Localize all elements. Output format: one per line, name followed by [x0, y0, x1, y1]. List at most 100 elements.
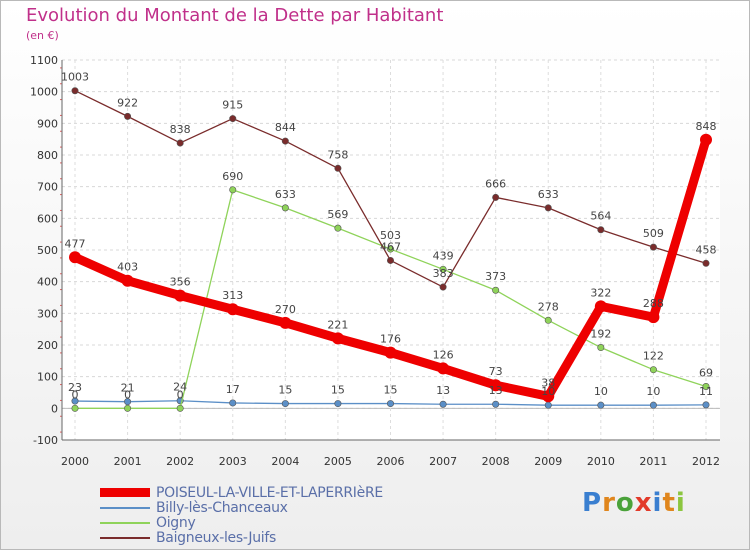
data-label: 23 — [68, 381, 82, 394]
y-tick-label: 700 — [37, 181, 58, 194]
data-point — [174, 289, 187, 302]
data-label: 838 — [170, 123, 191, 136]
data-label: 633 — [275, 188, 296, 201]
data-label: 126 — [433, 348, 454, 361]
data-label: 509 — [643, 227, 664, 240]
data-point — [439, 400, 447, 408]
data-point — [594, 300, 607, 313]
data-label: 915 — [222, 99, 243, 112]
data-point — [229, 186, 237, 194]
data-point — [700, 133, 712, 146]
y-tick-label: 500 — [37, 244, 58, 257]
data-point — [71, 404, 79, 412]
data-label: 383 — [433, 267, 454, 280]
data-label: 0 — [72, 388, 79, 401]
data-point — [124, 404, 132, 412]
logo-letter: i — [652, 488, 663, 518]
data-label: 690 — [222, 170, 243, 183]
data-point — [121, 274, 134, 287]
data-point — [71, 397, 79, 405]
data-point — [331, 332, 344, 345]
x-tick-label: 2003 — [219, 455, 247, 468]
y-tick-label: -100 — [33, 434, 58, 447]
data-label: 477 — [65, 237, 86, 250]
data-label: 313 — [222, 289, 243, 302]
legend-item: POISEUL-LA-VILLE-ET-LAPERRIèRE — [100, 485, 383, 501]
y-tick-label: 900 — [37, 117, 58, 130]
chart-unit-label: (en €) — [26, 29, 59, 42]
data-point — [281, 204, 289, 212]
data-label: 221 — [327, 318, 348, 331]
data-point — [334, 224, 342, 232]
data-point — [279, 316, 292, 329]
logo-letter: t — [662, 488, 676, 518]
data-label: 322 — [590, 286, 611, 299]
data-point — [176, 139, 184, 147]
data-label: 17 — [226, 383, 240, 396]
chart-legend: POISEUL-LA-VILLE-ET-LAPERRIèRE Billy-lès-… — [100, 485, 383, 546]
data-point — [71, 87, 79, 95]
data-label: 10 — [594, 385, 608, 398]
legend-swatch — [100, 488, 150, 497]
y-tick-label: 100 — [37, 371, 58, 384]
data-point — [176, 404, 184, 412]
data-point — [544, 316, 552, 324]
data-point — [439, 265, 447, 273]
data-label: 69 — [699, 366, 713, 379]
data-label: 288 — [643, 297, 664, 310]
x-tick-label: 2010 — [587, 455, 615, 468]
data-point — [334, 400, 342, 408]
legend-swatch — [100, 536, 150, 539]
data-label: 0 — [124, 388, 131, 401]
data-point — [544, 401, 552, 409]
legend-label: Baigneux-les-Juifs — [156, 529, 276, 546]
data-point — [597, 401, 605, 409]
chart-title: Evolution du Montant de la Dette par Hab… — [26, 5, 444, 26]
data-point — [226, 303, 239, 316]
data-point — [647, 311, 660, 324]
legend-swatch — [100, 521, 150, 524]
data-point — [597, 344, 605, 352]
data-label: 569 — [327, 208, 348, 221]
data-label: 11 — [699, 385, 713, 398]
data-point — [649, 401, 657, 409]
data-label: 633 — [538, 188, 559, 201]
y-tick-label: 600 — [37, 212, 58, 225]
x-tick-label: 2002 — [166, 455, 194, 468]
x-tick-label: 2004 — [271, 455, 299, 468]
data-label: 503 — [380, 229, 401, 242]
logo-letter: x — [634, 488, 653, 518]
legend-label: Billy-lès-Chanceaux — [156, 499, 288, 516]
proxiti-logo: Proxiti — [582, 488, 686, 518]
y-tick-label: 200 — [37, 339, 58, 352]
data-label: 15 — [331, 384, 345, 397]
legend-label: Oigny — [156, 514, 196, 531]
data-point — [386, 400, 394, 408]
data-label: 176 — [380, 333, 401, 346]
data-label: 373 — [485, 270, 506, 283]
data-label: 564 — [590, 210, 611, 223]
data-label: 21 — [121, 382, 135, 395]
data-label: 403 — [117, 261, 138, 274]
data-label: 356 — [170, 276, 191, 289]
y-tick-label: 1000 — [30, 86, 58, 99]
data-point — [649, 243, 657, 251]
data-point — [281, 400, 289, 408]
data-label: 10 — [541, 385, 555, 398]
data-label: 10 — [646, 385, 660, 398]
x-tick-label: 2009 — [534, 455, 562, 468]
legend-item: Oigny — [100, 514, 383, 531]
x-tick-label: 2000 — [61, 455, 89, 468]
data-point — [124, 112, 132, 120]
data-label: 758 — [327, 148, 348, 161]
data-point — [229, 399, 237, 407]
data-point — [597, 226, 605, 234]
data-label: 467 — [380, 240, 401, 253]
data-label: 13 — [489, 384, 503, 397]
data-point — [492, 400, 500, 408]
line-chart: -100010020030040050060070080090010001100… — [30, 54, 720, 468]
data-label: 38 — [541, 376, 555, 389]
legend-swatch — [100, 506, 150, 509]
x-tick-label: 2011 — [639, 455, 667, 468]
data-point — [437, 362, 450, 375]
